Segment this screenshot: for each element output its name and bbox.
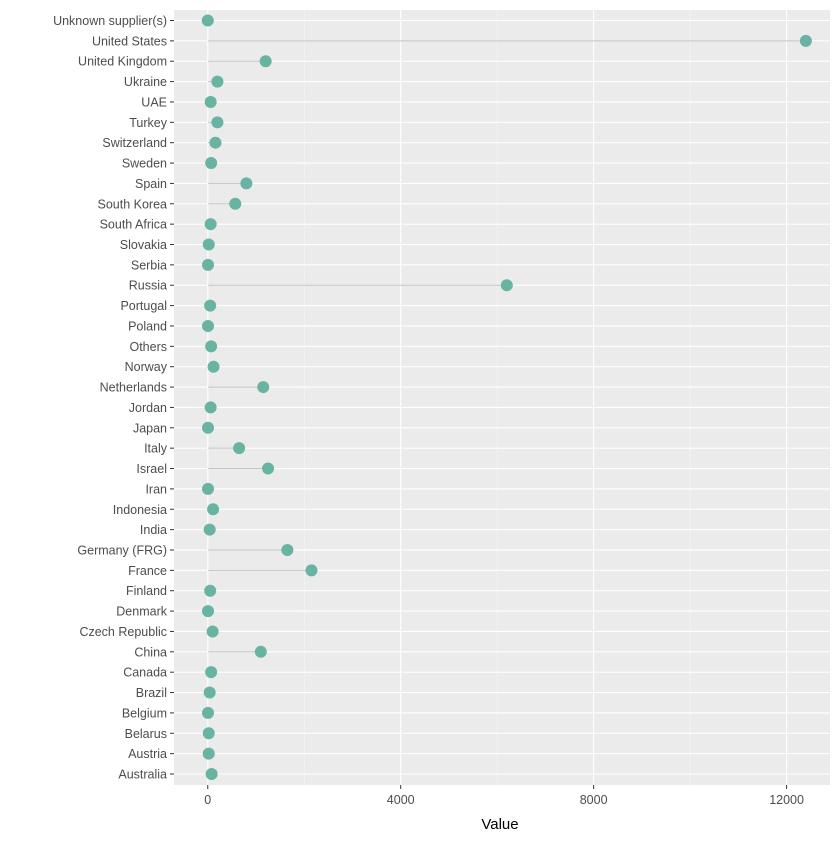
y-tick-label: Jordan [129,401,167,415]
y-tick-label: Czech Republic [79,625,167,639]
y-tick-label: UAE [141,95,167,109]
y-tick-label: Unknown supplier(s) [53,14,167,28]
y-tick-label: United Kingdom [78,55,167,69]
lollipop-point [207,360,220,373]
lollipop-point [204,299,217,312]
y-tick-label: Serbia [131,258,167,272]
y-tick-label: Russia [129,279,167,293]
lollipop-point [257,381,270,394]
y-tick-label: Denmark [116,605,167,619]
y-tick-label: South Korea [98,197,168,211]
y-tick-label: Switzerland [102,136,167,150]
lollipop-point [202,727,215,740]
y-tick-label: Finland [126,584,167,598]
lollipop-point [259,55,272,68]
lollipop-point [229,197,242,210]
points [201,14,812,780]
lollipop-point [202,258,215,271]
lollipop-point [202,421,215,434]
y-tick-label: Japan [133,421,167,435]
lollipop-point [204,218,217,231]
lollipop-point [254,645,267,658]
y-tick-label: Turkey [129,116,167,130]
y-tick-label: Portugal [120,299,167,313]
y-tick-label: South Africa [100,218,167,232]
x-axis-title: Value [481,816,518,833]
y-tick-label: Indonesia [113,503,167,517]
lollipop-point [202,482,215,495]
grid-lines [174,10,830,785]
y-tick-label: India [140,523,167,537]
lollipop-point [205,340,218,353]
y-tick-label: Slovakia [120,238,167,252]
y-tick-label: Italy [144,442,168,456]
lollipop-point [207,503,220,516]
lollipop-point [205,768,218,780]
y-tick-label: Netherlands [100,381,167,395]
lollipop-point [202,747,215,760]
y-tick-label: Austria [128,747,167,761]
x-tick-label: 12000 [769,793,804,807]
y-tick-label: Australia [118,768,167,782]
lollipop-point [206,625,219,638]
y-tick-label: United States [92,34,167,48]
x-tick-label: 8000 [580,793,608,807]
x-tick-label: 0 [204,793,211,807]
lollipop-point [305,564,318,577]
y-axis: Unknown supplier(s) United States United K… [53,14,174,782]
y-tick-label: France [128,564,167,578]
y-tick-label: Others [129,340,167,354]
y-tick-label: Iran [145,482,167,496]
lollipop-point [211,75,224,88]
lollipop-point [205,157,218,170]
lollipop-point [240,177,253,190]
lollipop-point [209,136,222,149]
lollipop-point [202,706,215,719]
y-tick-label: Poland [128,319,167,333]
x-axis: 0 4000 8000 12000 [204,785,804,807]
lollipop-point [204,401,217,414]
y-tick-label: Belgium [122,706,167,720]
lollipop-point [202,238,215,251]
lollipop-point [262,462,275,475]
lollipop-point [203,523,216,536]
lollipop-point [799,34,812,47]
lollipop-point [202,319,215,332]
plot-panel [174,10,830,785]
y-tick-label: Brazil [136,686,167,700]
x-tick-label: 4000 [387,793,415,807]
lollipop-point [202,605,215,618]
y-tick-label: Norway [125,360,168,374]
lollipop-point [233,442,246,455]
y-tick-label: Israel [136,462,167,476]
y-tick-label: Ukraine [124,75,167,89]
y-tick-label: Sweden [122,157,167,171]
y-tick-label: Germany (FRG) [77,543,167,557]
y-tick-label: Canada [123,666,167,680]
lollipop-point [281,543,294,556]
lollipop-point [500,279,513,292]
y-tick-label: Belarus [125,727,167,741]
lollipop-point [205,666,218,679]
lollipop-point [211,116,224,129]
lollipop-point [204,584,217,597]
lollipop-point [203,686,216,699]
lollipop-point [201,14,214,27]
y-tick-label: China [134,645,167,659]
lollipop-point [204,95,217,108]
y-tick-label: Spain [135,177,167,191]
